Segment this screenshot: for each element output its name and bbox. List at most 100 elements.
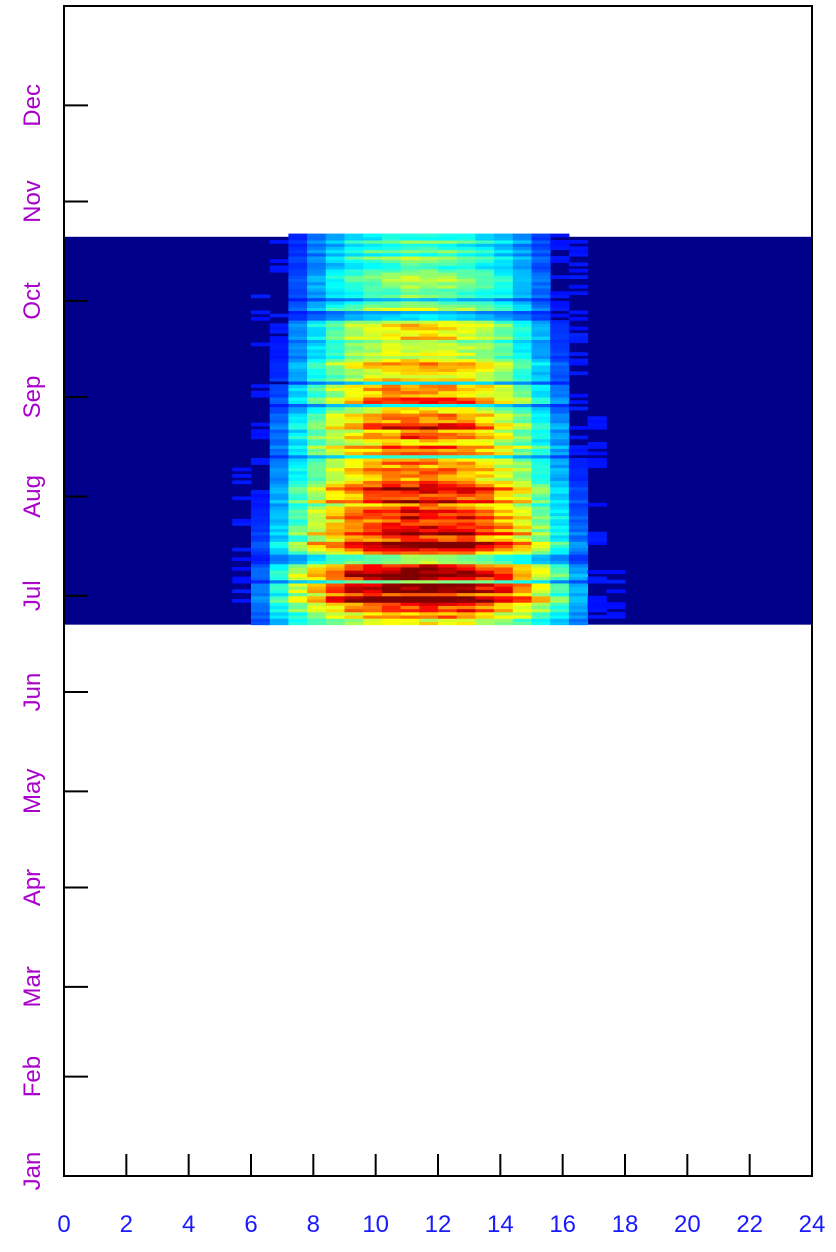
heatmap-cell xyxy=(325,275,345,279)
heatmap-cell xyxy=(269,374,289,379)
heatmap-cell xyxy=(307,425,327,430)
heatmap-cell xyxy=(381,560,402,565)
heatmap-cell xyxy=(363,602,383,606)
heatmap-cell xyxy=(269,329,289,334)
heatmap-cell xyxy=(550,589,570,594)
heatmap-cell xyxy=(531,608,551,613)
heatmap-cell xyxy=(475,573,495,578)
heatmap-cell xyxy=(550,339,570,344)
heatmap-cell xyxy=(475,336,495,340)
heatmap-cell xyxy=(456,573,476,578)
heatmap-cell xyxy=(251,496,271,501)
heatmap-cell xyxy=(381,272,402,276)
heatmap-cell xyxy=(438,374,458,379)
heatmap-cell xyxy=(494,429,514,433)
heatmap-cell xyxy=(456,278,476,283)
heatmap-cell xyxy=(288,262,308,267)
heatmap-cell xyxy=(269,345,289,350)
heatmap-cell xyxy=(456,384,476,388)
heatmap-cell xyxy=(494,586,514,590)
heatmap-cell xyxy=(288,570,308,574)
heatmap-cell xyxy=(288,256,308,260)
heatmap-cell xyxy=(475,316,495,321)
heatmap-cell xyxy=(419,570,439,574)
heatmap-cell xyxy=(494,259,514,263)
heatmap-cell xyxy=(288,547,308,552)
heatmap-cell xyxy=(494,557,514,562)
heatmap-cell xyxy=(363,445,383,449)
heatmap-cell xyxy=(512,345,532,350)
heatmap-cell xyxy=(438,496,458,501)
heatmap-cell xyxy=(550,534,570,539)
heatmap-cell xyxy=(400,499,420,504)
heatmap-cell xyxy=(381,509,402,513)
heatmap-cell xyxy=(456,252,476,257)
heatmap-cell xyxy=(363,554,383,558)
heatmap-cell xyxy=(475,522,495,526)
heatmap-cell xyxy=(512,554,532,558)
heatmap-cell xyxy=(531,512,551,517)
heatmap-cell xyxy=(550,605,570,610)
y-tick-label: Jan xyxy=(19,1152,46,1191)
heatmap-cell xyxy=(512,416,532,421)
heatmap-cell xyxy=(400,496,420,501)
heatmap-cell xyxy=(531,432,551,437)
heatmap-cell xyxy=(288,268,308,273)
heatmap-cell xyxy=(269,480,289,485)
heatmap-cell xyxy=(475,448,495,453)
heatmap-cell xyxy=(307,348,327,353)
heatmap-cell xyxy=(494,608,514,613)
heatmap-cell xyxy=(531,618,551,622)
heatmap-cell xyxy=(550,480,570,485)
heatmap-cell xyxy=(494,406,514,411)
heatmap-cell xyxy=(512,547,532,552)
heatmap-cell xyxy=(531,387,551,392)
heatmap-cell xyxy=(344,560,364,565)
heatmap-cell xyxy=(475,618,495,622)
heatmap-cell xyxy=(550,582,570,587)
heatmap-cell xyxy=(456,534,476,539)
heatmap-cell xyxy=(251,310,271,315)
heatmap-cell xyxy=(456,541,476,546)
heatmap-cell xyxy=(419,352,439,356)
heatmap-cell xyxy=(381,422,402,427)
heatmap-cell xyxy=(494,365,514,369)
heatmap-cell xyxy=(363,249,383,254)
heatmap-cell xyxy=(232,576,252,581)
heatmap-cell xyxy=(456,557,476,562)
heatmap-cell xyxy=(531,467,551,472)
heatmap-cell xyxy=(269,397,289,401)
heatmap-cell xyxy=(251,429,271,433)
heatmap-cell xyxy=(531,589,551,594)
heatmap-cell xyxy=(288,544,308,549)
heatmap-cell xyxy=(325,300,345,305)
heatmap-cell xyxy=(568,406,589,411)
heatmap-cell xyxy=(381,615,402,619)
heatmap-cell xyxy=(363,355,383,360)
heatmap-cell xyxy=(400,316,420,321)
heatmap-cell xyxy=(475,509,495,513)
heatmap-cell xyxy=(494,342,514,347)
heatmap-cell xyxy=(288,599,308,603)
heatmap-cell xyxy=(288,336,308,340)
heatmap-cell xyxy=(438,329,458,334)
heatmap-cell xyxy=(512,368,532,372)
heatmap-cell xyxy=(531,294,551,299)
heatmap-cell xyxy=(344,509,364,513)
x-tick-label: 10 xyxy=(362,1211,389,1238)
heatmap-cell xyxy=(419,576,439,581)
heatmap-cell xyxy=(494,515,514,520)
heatmap-cell xyxy=(269,393,289,398)
heatmap-cell xyxy=(419,554,439,558)
heatmap-cell xyxy=(251,544,271,549)
heatmap-cell xyxy=(363,329,383,334)
y-tick-label: Aug xyxy=(19,475,46,518)
heatmap-cell xyxy=(307,416,327,421)
heatmap-cell xyxy=(512,342,532,347)
heatmap-cell xyxy=(344,506,364,510)
heatmap-cell xyxy=(494,525,514,529)
heatmap-cell xyxy=(494,240,514,244)
heatmap-cell xyxy=(344,256,364,260)
heatmap-cell xyxy=(381,300,402,305)
heatmap-cell xyxy=(438,576,458,581)
